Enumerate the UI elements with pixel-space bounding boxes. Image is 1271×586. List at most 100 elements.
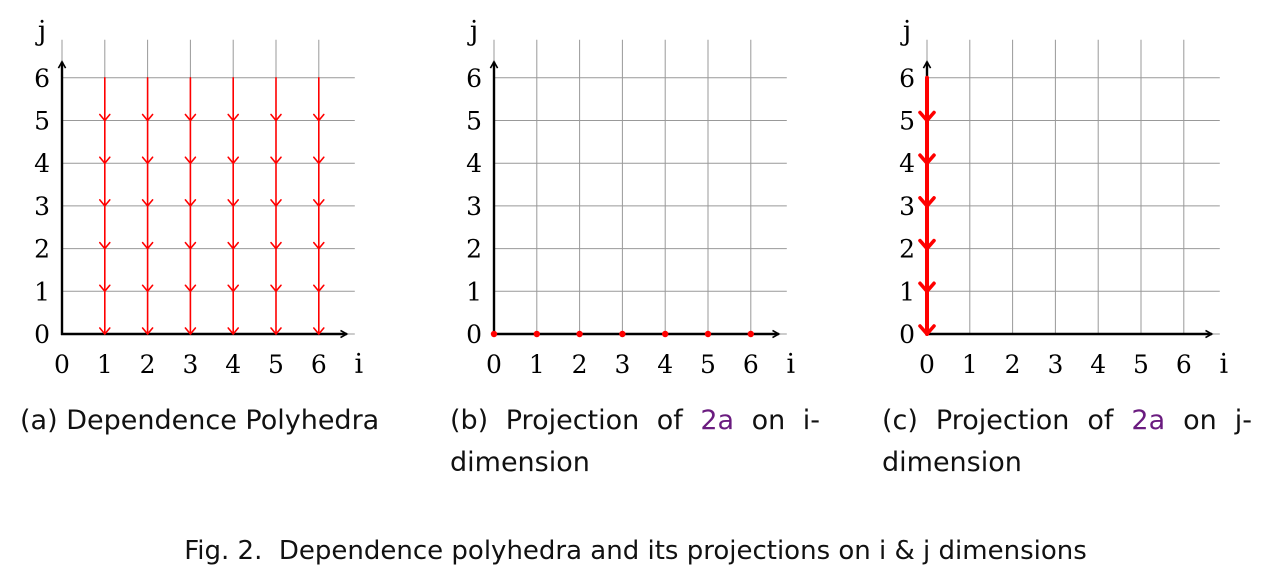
dependence-arrowhead [227, 113, 239, 122]
x-tick-label: 6 [743, 350, 759, 379]
dependence-arrowhead [313, 327, 325, 335]
y-tick-label: 3 [466, 192, 482, 221]
y-axis-label: j [900, 16, 911, 47]
dependence-arrowhead [918, 110, 936, 123]
y-axis-label: j [35, 16, 46, 47]
subfigure-b-caption: (b) Projection of 2a on i-dimension [450, 400, 820, 484]
dependence-arrowhead [99, 284, 111, 293]
dependence-arrowhead [918, 153, 936, 165]
dependence-arrowhead [313, 156, 325, 164]
projection-point [619, 330, 626, 338]
figure-reference-link[interactable]: 2a [1131, 405, 1166, 436]
y-axis-label: j [467, 16, 478, 47]
dependence-arrowhead [184, 156, 197, 164]
x-tick-label: 2 [140, 350, 156, 379]
x-tick-label: 1 [97, 350, 113, 379]
dependence-arrowhead [270, 327, 282, 335]
x-tick-label: 3 [182, 350, 198, 379]
y-tick-label: 4 [466, 149, 482, 178]
figure-label: Fig. 2. [184, 536, 263, 566]
y-tick-label: 1 [34, 277, 50, 306]
figure-caption-text: Dependence polyhedra and its projections… [278, 536, 1087, 566]
dependence-arrowhead [313, 113, 325, 122]
x-tick-label: 3 [1047, 350, 1063, 379]
y-tick-label: 0 [466, 320, 482, 349]
dependence-arrowhead [227, 156, 239, 164]
x-tick-label: 1 [529, 350, 545, 379]
dependence-arrowhead [270, 113, 282, 122]
caption-text: Dependence Polyhedra [66, 405, 380, 436]
figure-caption: Fig. 2. Dependence polyhedra and its pro… [0, 530, 1271, 572]
y-tick-label: 2 [899, 235, 915, 264]
x-tick-label: 5 [268, 350, 284, 379]
y-tick-label: 6 [466, 64, 482, 93]
y-tick-label: 3 [899, 192, 915, 221]
x-tick-label: 0 [54, 350, 70, 379]
dependence-arrowhead [99, 199, 111, 207]
projection-point [576, 330, 583, 338]
dependence-arrowhead [227, 241, 239, 250]
y-tick-label: 4 [34, 149, 50, 178]
dependence-arrowhead [141, 284, 154, 293]
x-tick-label: 5 [1133, 350, 1149, 379]
x-tick-label: 0 [486, 350, 502, 379]
y-tick-label: 5 [899, 107, 915, 136]
y-tick-label: 5 [466, 107, 482, 136]
caption-suffix: on i-dimension [450, 405, 820, 478]
dependence-arrowhead [313, 284, 325, 293]
dependence-arrowhead [227, 327, 239, 335]
x-tick-label: 2 [1005, 350, 1021, 379]
x-tick-label: 5 [700, 350, 716, 379]
dependence-arrowhead [918, 238, 936, 251]
dependence-arrowhead [918, 324, 936, 336]
x-tick-label: 3 [614, 350, 630, 379]
figure-reference-link[interactable]: 2a [700, 405, 735, 436]
x-axis-label: i [786, 349, 795, 380]
subfigure-tag: (b) [450, 405, 489, 436]
dependence-arrowhead [313, 241, 325, 250]
y-tick-label: 5 [34, 107, 50, 136]
dependence-arrowhead [918, 281, 936, 294]
dependence-arrowhead [141, 199, 154, 207]
dependence-arrowhead [184, 327, 197, 335]
dependence-arrowhead [141, 327, 154, 335]
subfigure-a-caption: (a) Dependence Polyhedra [20, 400, 390, 442]
x-tick-label: 2 [572, 350, 588, 379]
y-tick-label: 4 [899, 149, 915, 178]
dependence-arrowhead [918, 196, 936, 208]
x-tick-label: 4 [225, 350, 241, 379]
dependence-arrowhead [184, 113, 197, 122]
dependence-arrowhead [141, 241, 154, 250]
dependence-arrowhead [141, 113, 154, 122]
dependence-arrowhead [270, 284, 282, 293]
x-tick-label: 4 [657, 350, 673, 379]
y-tick-label: 2 [34, 235, 50, 264]
subfigure-c-caption: (c) Projection of 2a on j-dimension [882, 400, 1252, 484]
x-tick-label: 1 [962, 350, 978, 379]
subfigure-tag: (c) [882, 405, 918, 436]
caption-suffix: on j-dimension [882, 405, 1252, 478]
dependence-arrowhead [270, 199, 282, 207]
y-tick-label: 0 [34, 320, 50, 349]
projection-point [662, 330, 669, 338]
dependence-arrowhead [99, 113, 111, 122]
dependence-arrowhead [227, 199, 239, 207]
dependence-arrowhead [141, 156, 154, 164]
y-tick-label: 0 [899, 320, 915, 349]
dependence-arrowhead [184, 284, 197, 293]
caption-text: Projection of [505, 405, 701, 436]
projection-point [747, 330, 754, 338]
dependence-arrowhead [227, 284, 239, 293]
subfigure-tag: (a) [20, 405, 58, 436]
projection-point [533, 330, 540, 338]
dependence-arrowhead [99, 156, 111, 164]
y-tick-label: 6 [899, 64, 915, 93]
x-tick-label: 6 [311, 350, 327, 379]
x-tick-label: 4 [1090, 350, 1106, 379]
x-tick-label: 6 [1176, 350, 1192, 379]
dependence-arrowhead [184, 199, 197, 207]
